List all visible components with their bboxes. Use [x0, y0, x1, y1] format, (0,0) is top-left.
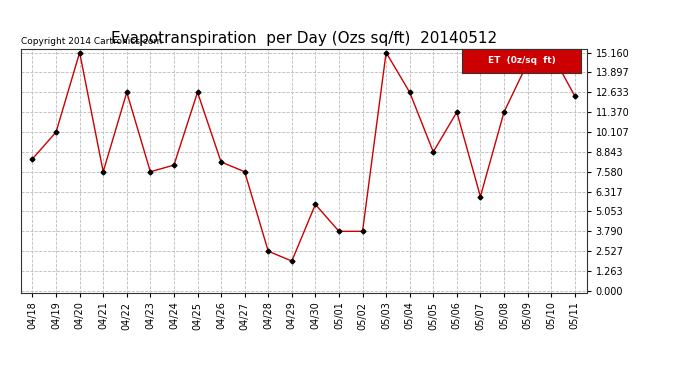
Text: Copyright 2014 Cartronics.com: Copyright 2014 Cartronics.com	[21, 38, 162, 46]
Title: Evapotranspiration  per Day (Ozs sq/ft)  20140512: Evapotranspiration per Day (Ozs sq/ft) 2…	[110, 31, 497, 46]
